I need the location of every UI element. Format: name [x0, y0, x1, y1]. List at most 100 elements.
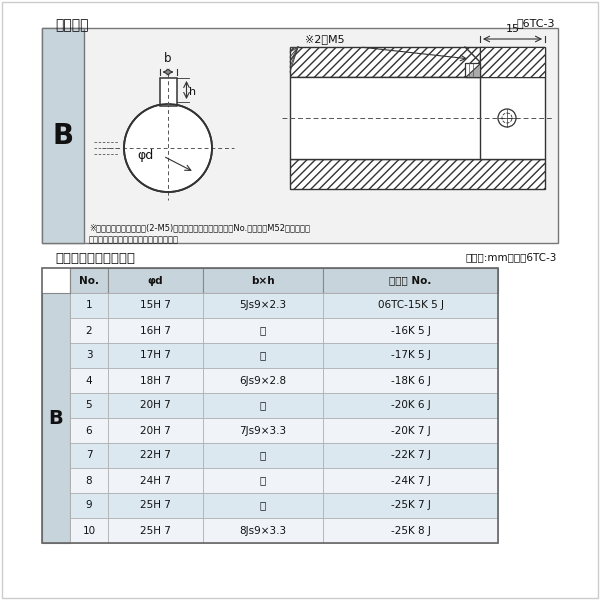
- Text: ※2－M5: ※2－M5: [305, 34, 344, 44]
- Bar: [108, 318, 203, 343]
- Bar: [290, 77, 545, 159]
- Text: 〃: 〃: [260, 350, 266, 361]
- Text: 06TC-15K 5 J: 06TC-15K 5 J: [377, 301, 443, 311]
- Text: 8: 8: [86, 475, 92, 485]
- Bar: [70, 268, 108, 293]
- Bar: [323, 493, 498, 518]
- Text: コード No.: コード No.: [389, 275, 431, 286]
- Polygon shape: [465, 63, 480, 77]
- Bar: [70, 393, 108, 418]
- Text: 〃: 〃: [260, 475, 266, 485]
- Text: ※セットボルト用タップ(2-M5)が必要な場合は右記コードNo.の末尾にM52を付ける。: ※セットボルト用タップ(2-M5)が必要な場合は右記コードNo.の末尾にM52を…: [89, 223, 310, 232]
- Bar: [290, 159, 545, 189]
- Text: 25H 7: 25H 7: [140, 526, 171, 535]
- Bar: [108, 393, 203, 418]
- Text: B: B: [49, 409, 64, 427]
- Bar: [108, 443, 203, 468]
- Bar: [108, 368, 203, 393]
- Text: 6: 6: [86, 425, 92, 436]
- Text: 7Js9×3.3: 7Js9×3.3: [239, 425, 287, 436]
- Bar: [70, 368, 108, 393]
- Text: 5: 5: [86, 401, 92, 410]
- Bar: [323, 418, 498, 443]
- Text: 6Js9×2.8: 6Js9×2.8: [239, 376, 287, 385]
- Bar: [70, 343, 108, 368]
- Bar: [108, 518, 203, 543]
- Text: 8Js9×3.3: 8Js9×3.3: [239, 526, 287, 535]
- Text: φd: φd: [148, 275, 163, 286]
- Bar: [480, 47, 545, 77]
- Bar: [323, 443, 498, 468]
- Text: -24K 7 J: -24K 7 J: [391, 475, 430, 485]
- Bar: [323, 393, 498, 418]
- Text: 10: 10: [82, 526, 95, 535]
- Bar: [323, 343, 498, 368]
- Text: 〃: 〃: [260, 451, 266, 461]
- Text: B: B: [52, 121, 74, 149]
- Text: -25K 8 J: -25K 8 J: [391, 526, 430, 535]
- Bar: [203, 393, 323, 418]
- Bar: [203, 343, 323, 368]
- Bar: [323, 293, 498, 318]
- Bar: [70, 468, 108, 493]
- Bar: [323, 518, 498, 543]
- Bar: [42, 268, 498, 543]
- Bar: [108, 418, 203, 443]
- Text: -20K 6 J: -20K 6 J: [391, 401, 430, 410]
- Bar: [108, 293, 203, 318]
- Text: 22H 7: 22H 7: [140, 451, 171, 461]
- Bar: [203, 468, 323, 493]
- Text: -18K 6 J: -18K 6 J: [391, 376, 430, 385]
- Text: -16K 5 J: -16K 5 J: [391, 325, 430, 335]
- Text: 20H 7: 20H 7: [140, 425, 171, 436]
- Bar: [108, 343, 203, 368]
- Bar: [70, 493, 108, 518]
- Text: b: b: [164, 52, 172, 65]
- Bar: [108, 468, 203, 493]
- Text: 軸穴形状: 軸穴形状: [55, 18, 89, 32]
- Text: 2: 2: [86, 325, 92, 335]
- Text: 図6TC-3: 図6TC-3: [517, 18, 555, 28]
- Text: -25K 7 J: -25K 7 J: [391, 500, 430, 511]
- Text: 20H 7: 20H 7: [140, 401, 171, 410]
- Bar: [480, 47, 545, 77]
- Bar: [203, 318, 323, 343]
- Text: 3: 3: [86, 350, 92, 361]
- Bar: [465, 63, 480, 77]
- Bar: [290, 47, 545, 77]
- Bar: [70, 443, 108, 468]
- Text: （セットボルトは付属されています。）: （セットボルトは付属されています。）: [89, 235, 179, 244]
- Text: 15: 15: [505, 24, 520, 34]
- Bar: [323, 368, 498, 393]
- Text: b×h: b×h: [251, 275, 275, 286]
- Bar: [203, 493, 323, 518]
- Text: -17K 5 J: -17K 5 J: [391, 350, 430, 361]
- Text: 16H 7: 16H 7: [140, 325, 171, 335]
- Bar: [70, 318, 108, 343]
- Text: 〃: 〃: [260, 325, 266, 335]
- Circle shape: [124, 104, 212, 192]
- Text: No.: No.: [79, 275, 99, 286]
- Text: （単位:mm）　表6TC-3: （単位:mm） 表6TC-3: [466, 252, 557, 262]
- Text: 18H 7: 18H 7: [140, 376, 171, 385]
- Bar: [70, 518, 108, 543]
- Bar: [108, 268, 203, 293]
- Bar: [203, 518, 323, 543]
- Text: 4: 4: [86, 376, 92, 385]
- Text: φd: φd: [138, 149, 154, 163]
- Bar: [42, 28, 84, 243]
- Bar: [160, 78, 176, 106]
- Text: 24H 7: 24H 7: [140, 475, 171, 485]
- Bar: [70, 418, 108, 443]
- Text: 1: 1: [86, 301, 92, 311]
- Bar: [203, 268, 323, 293]
- Bar: [203, 368, 323, 393]
- Text: -22K 7 J: -22K 7 J: [391, 451, 430, 461]
- Bar: [108, 493, 203, 518]
- Text: 17H 7: 17H 7: [140, 350, 171, 361]
- Text: 〃: 〃: [260, 500, 266, 511]
- Bar: [323, 468, 498, 493]
- Bar: [70, 293, 108, 318]
- Bar: [203, 293, 323, 318]
- Bar: [42, 293, 70, 543]
